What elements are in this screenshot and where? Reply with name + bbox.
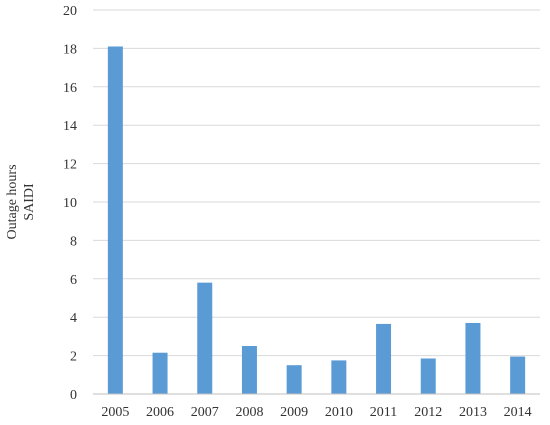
gridlines	[93, 9, 540, 357]
y-tick-label: 2	[70, 350, 77, 365]
bar-2012	[420, 358, 436, 394]
x-tick-label: 2007	[191, 405, 219, 420]
y-tick-label: 12	[63, 158, 77, 173]
bar-2006	[152, 352, 168, 394]
bars	[107, 46, 526, 394]
x-tick-label: 2014	[504, 405, 532, 420]
bar-2014	[510, 356, 526, 394]
y-tick-label: 20	[63, 4, 77, 19]
x-tick-label: 2013	[459, 405, 487, 420]
y-tick-label: 0	[70, 388, 77, 403]
y-tick-label: 18	[63, 42, 77, 57]
x-tick-label: 2010	[325, 405, 353, 420]
y-axis-ticks: 0 2 4 6 8 10 12 14 16 18 20	[63, 4, 77, 403]
y-axis-title-line-1: Outage hours	[5, 164, 20, 239]
x-tick-label: 2005	[101, 405, 129, 420]
x-tick-label: 2011	[370, 405, 397, 420]
bar-2011	[376, 323, 392, 394]
y-tick-label: 10	[63, 196, 77, 211]
bar-2013	[465, 322, 481, 394]
y-tick-label: 4	[70, 311, 77, 326]
bar-2008	[241, 346, 257, 394]
x-tick-label: 2012	[414, 405, 442, 420]
y-axis-title-line-2: SAIDI	[22, 183, 37, 221]
bar-2010	[331, 360, 347, 394]
bar-2009	[286, 365, 302, 394]
x-tick-label: 2009	[280, 405, 308, 420]
y-tick-label: 8	[70, 234, 77, 249]
bar-2005	[107, 46, 123, 394]
y-tick-label: 16	[63, 81, 77, 96]
x-tick-label: 2006	[146, 405, 174, 420]
x-axis-ticks: 2005 2006 2007 2008 2009 2010 2011 2012 2013 2014	[101, 405, 531, 420]
y-tick-label: 14	[63, 119, 77, 134]
x-tick-label: 2008	[235, 405, 263, 420]
bar-2007	[197, 282, 213, 394]
y-tick-label: 6	[70, 273, 77, 288]
